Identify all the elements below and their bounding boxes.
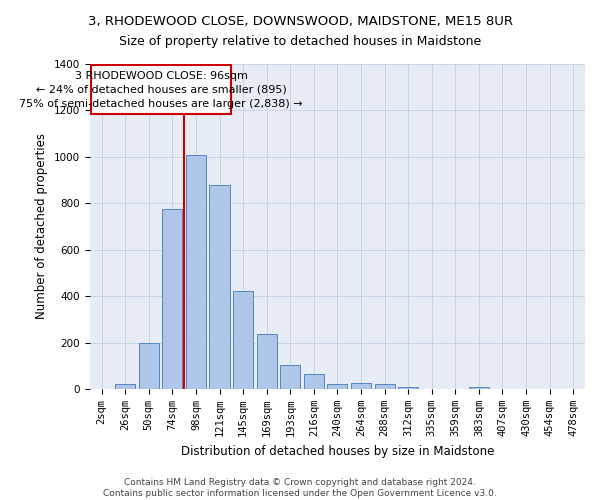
Bar [163,209,182,389]
Bar [374,384,395,389]
FancyBboxPatch shape [91,65,232,114]
Bar [469,386,489,389]
Text: 3 RHODEWOOD CLOSE: 96sqm
← 24% of detached houses are smaller (895)
75% of semi-: 3 RHODEWOOD CLOSE: 96sqm ← 24% of detach… [19,70,303,108]
Bar [304,374,324,389]
Bar [257,334,277,389]
Bar [280,364,300,389]
Bar [351,383,371,389]
X-axis label: Distribution of detached houses by size in Maidstone: Distribution of detached houses by size … [181,444,494,458]
Bar [139,342,159,389]
Text: Contains HM Land Registry data © Crown copyright and database right 2024.
Contai: Contains HM Land Registry data © Crown c… [103,478,497,498]
Y-axis label: Number of detached properties: Number of detached properties [35,134,49,320]
Bar [328,384,347,389]
Bar [186,154,206,389]
Bar [209,184,230,389]
Text: 3, RHODEWOOD CLOSE, DOWNSWOOD, MAIDSTONE, ME15 8UR: 3, RHODEWOOD CLOSE, DOWNSWOOD, MAIDSTONE… [88,15,512,28]
Bar [233,292,253,389]
Bar [115,384,135,389]
Bar [398,386,418,389]
Text: Size of property relative to detached houses in Maidstone: Size of property relative to detached ho… [119,35,481,48]
